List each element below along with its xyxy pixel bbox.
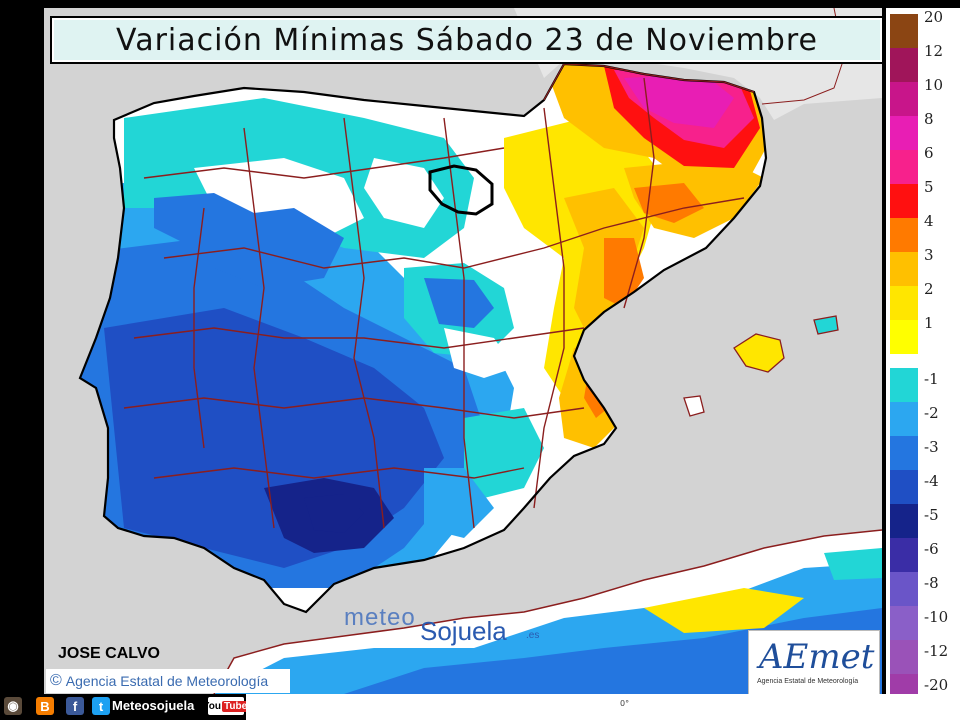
legend-swatch-warm — [890, 184, 918, 218]
author-name: JOSE CALVO — [58, 645, 160, 662]
youtube-tube: Tube — [222, 700, 250, 712]
legend-label: 3 — [924, 246, 934, 264]
legend-label: 8 — [924, 110, 934, 128]
legend-label: -12 — [924, 642, 949, 660]
legend-swatch-cold — [890, 402, 918, 436]
legend-label: -1 — [924, 370, 939, 388]
legend-swatch-warm — [890, 286, 918, 320]
legend-swatch-cold — [890, 470, 918, 504]
youtube-icon[interactable]: You Tube — [203, 697, 250, 715]
legend-swatch-warm — [890, 320, 918, 354]
legend-label: -20 — [924, 676, 949, 694]
la-rioja-outline — [428, 164, 494, 216]
youtube-you: You — [202, 700, 221, 712]
watermark-domain: .es — [526, 630, 540, 641]
legend-label: -8 — [924, 574, 939, 592]
legend-label: 5 — [924, 178, 934, 196]
legend-label: -5 — [924, 506, 939, 524]
legend-label: 2 — [924, 280, 934, 298]
footer-bar: ◉ B f t Meteosojuela You Tube 0° — [0, 694, 960, 720]
legend-swatch-cold — [890, 368, 918, 402]
title-box: Variación Mínimas Sábado 23 de Noviembre — [52, 18, 882, 62]
map-panel — [44, 8, 882, 694]
legend-label: 6 — [924, 144, 934, 162]
copyright-text: Agencia Estatal de Meteorología — [65, 673, 269, 689]
legend-swatch-warm — [890, 150, 918, 184]
twitter-icon[interactable]: t — [92, 697, 110, 715]
aemet-logo-word: AEmet — [759, 637, 875, 677]
watermark-sojuela: Sojuela — [420, 616, 507, 646]
footer-blank — [246, 694, 960, 720]
meteosojuela-watermark: meteo Sojuela .es — [344, 600, 554, 650]
legend-label: -6 — [924, 540, 939, 558]
legend-label: 12 — [924, 42, 944, 60]
legend-swatch-cold — [890, 538, 918, 572]
legend-swatch-cold — [890, 436, 918, 470]
facebook-icon[interactable]: f — [66, 697, 84, 715]
legend-label: -3 — [924, 438, 939, 456]
copyright-icon: © — [50, 672, 62, 689]
copyright-box: © Agencia Estatal de Meteorología — [46, 669, 290, 693]
map-title: Variación Mínimas Sábado 23 de Noviembre — [116, 22, 818, 58]
color-legend: 20 12 10 8 6 5 4 3 2 1 -1 -2 -3 -4 -5 -6 -8 -10 -12 -20 — [886, 8, 960, 708]
legend-swatch-cold — [890, 640, 918, 674]
legend-swatch-cold — [890, 572, 918, 606]
legend-swatch-warm — [890, 82, 918, 116]
legend-swatch-warm — [890, 252, 918, 286]
legend-swatch-warm — [890, 116, 918, 150]
legend-swatch-warm — [890, 14, 918, 48]
instagram-icon[interactable]: ◉ — [4, 697, 22, 715]
legend-label: 1 — [924, 314, 934, 332]
legend-label: -2 — [924, 404, 939, 422]
watermark-meteo: meteo — [344, 604, 416, 631]
aemet-logo: AEmet Agencia Estatal de Meteorología — [748, 630, 880, 696]
legend-swatch-warm — [890, 48, 918, 82]
legend-label: 4 — [924, 212, 934, 230]
degree-mark: 0° — [620, 699, 630, 708]
legend-swatch-cold — [890, 606, 918, 640]
aemet-logo-subtitle: Agencia Estatal de Meteorología — [757, 678, 859, 685]
province-borders — [123, 77, 745, 529]
legend-label: 10 — [924, 76, 944, 94]
legend-swatch-cold — [890, 504, 918, 538]
legend-label: -4 — [924, 472, 939, 490]
footer-name[interactable]: Meteosojuela — [112, 698, 195, 713]
blogger-icon[interactable]: B — [36, 697, 54, 715]
temperature-map — [44, 8, 882, 694]
legend-label: -10 — [924, 608, 949, 626]
legend-swatch-warm — [890, 218, 918, 252]
legend-label: 20 — [924, 8, 944, 26]
